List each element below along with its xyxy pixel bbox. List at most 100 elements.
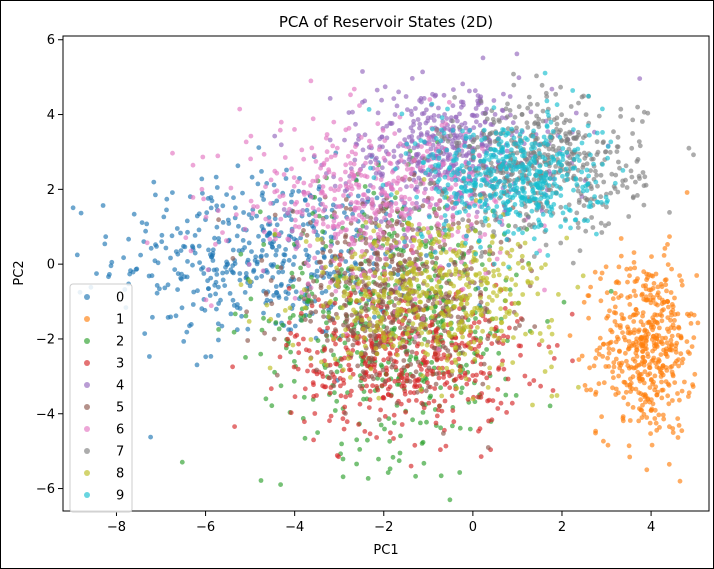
data-point-8: [504, 250, 510, 255]
data-point-9: [511, 231, 516, 236]
data-point-6: [447, 197, 452, 203]
data-point-1: [661, 299, 667, 305]
data-point-3: [443, 443, 449, 449]
data-point-7: [615, 144, 621, 150]
data-point-3: [312, 411, 318, 416]
data-point-8: [491, 273, 497, 279]
data-point-8: [373, 346, 379, 351]
data-point-6: [296, 224, 302, 230]
data-point-8: [434, 284, 440, 289]
data-point-6: [263, 184, 268, 190]
data-point-3: [375, 387, 381, 393]
data-point-6: [368, 244, 374, 249]
data-point-2: [376, 456, 381, 462]
data-point-5: [262, 330, 267, 336]
data-point-3: [337, 262, 342, 268]
data-point-3: [384, 372, 389, 377]
data-point-9: [543, 162, 549, 168]
data-point-8: [448, 257, 454, 263]
data-point-8: [464, 282, 469, 288]
data-point-8: [419, 270, 425, 276]
data-point-8: [368, 366, 374, 372]
data-point-3: [451, 419, 457, 425]
data-point-0: [208, 275, 214, 281]
data-point-4: [278, 142, 284, 148]
data-point-3: [370, 383, 375, 388]
data-point-8: [435, 341, 441, 347]
data-point-6: [483, 271, 489, 276]
data-point-8: [549, 331, 555, 337]
data-point-9: [594, 130, 600, 136]
data-point-3: [342, 404, 348, 410]
data-point-0: [196, 243, 202, 249]
data-point-1: [581, 299, 587, 305]
data-point-6: [292, 126, 297, 132]
data-point-3: [385, 392, 391, 397]
data-point-4: [491, 98, 497, 103]
data-point-0: [395, 272, 401, 277]
data-point-9: [538, 169, 543, 175]
data-point-5: [478, 299, 484, 305]
data-point-0: [323, 288, 329, 294]
data-point-9: [573, 177, 579, 182]
data-point-1: [613, 356, 619, 362]
data-point-9: [418, 231, 424, 237]
data-point-6: [377, 203, 383, 209]
data-point-2: [315, 430, 320, 435]
data-point-0: [246, 212, 252, 218]
data-point-6: [393, 285, 399, 291]
data-point-3: [505, 376, 511, 382]
data-point-1: [679, 388, 685, 394]
data-point-4: [394, 103, 400, 109]
data-point-8: [363, 220, 369, 225]
data-point-9: [543, 138, 549, 144]
data-point-8: [350, 284, 356, 290]
data-point-4: [391, 148, 397, 154]
data-point-7: [594, 139, 600, 145]
data-point-5: [341, 322, 346, 328]
data-point-9: [471, 132, 476, 138]
data-point-1: [621, 316, 627, 321]
data-point-6: [345, 153, 351, 159]
data-point-6: [382, 138, 388, 144]
data-point-1: [652, 416, 658, 421]
data-point-7: [630, 117, 636, 123]
data-point-5: [325, 338, 330, 343]
data-point-0: [264, 297, 270, 303]
data-point-0: [236, 248, 242, 254]
data-point-8: [477, 338, 483, 344]
data-point-6: [321, 208, 326, 214]
data-point-6: [426, 135, 432, 141]
data-point-1: [664, 368, 670, 373]
data-point-2: [390, 454, 396, 460]
data-point-8: [362, 343, 368, 349]
data-point-8: [463, 310, 469, 316]
data-point-4: [573, 110, 579, 116]
data-point-2: [280, 322, 285, 328]
data-point-6: [407, 196, 412, 202]
data-point-4: [417, 98, 422, 103]
data-point-5: [380, 302, 386, 307]
data-point-8: [534, 276, 540, 281]
data-point-0: [194, 362, 200, 368]
data-point-8: [335, 277, 340, 282]
data-point-5: [364, 308, 369, 313]
data-point-6: [356, 205, 362, 211]
data-point-4: [501, 91, 506, 97]
data-point-4: [492, 112, 498, 117]
data-point-6: [416, 221, 422, 227]
data-point-1: [691, 312, 697, 318]
data-point-6: [391, 178, 397, 184]
data-point-7: [626, 214, 632, 219]
data-point-6: [437, 198, 443, 204]
data-point-5: [393, 296, 399, 301]
data-point-8: [429, 286, 435, 292]
data-point-9: [504, 192, 510, 198]
data-point-5: [269, 301, 275, 307]
data-point-9: [528, 182, 534, 188]
data-point-5: [343, 234, 348, 240]
data-point-7: [434, 127, 440, 132]
data-point-8: [367, 322, 372, 328]
data-point-1: [679, 360, 685, 366]
